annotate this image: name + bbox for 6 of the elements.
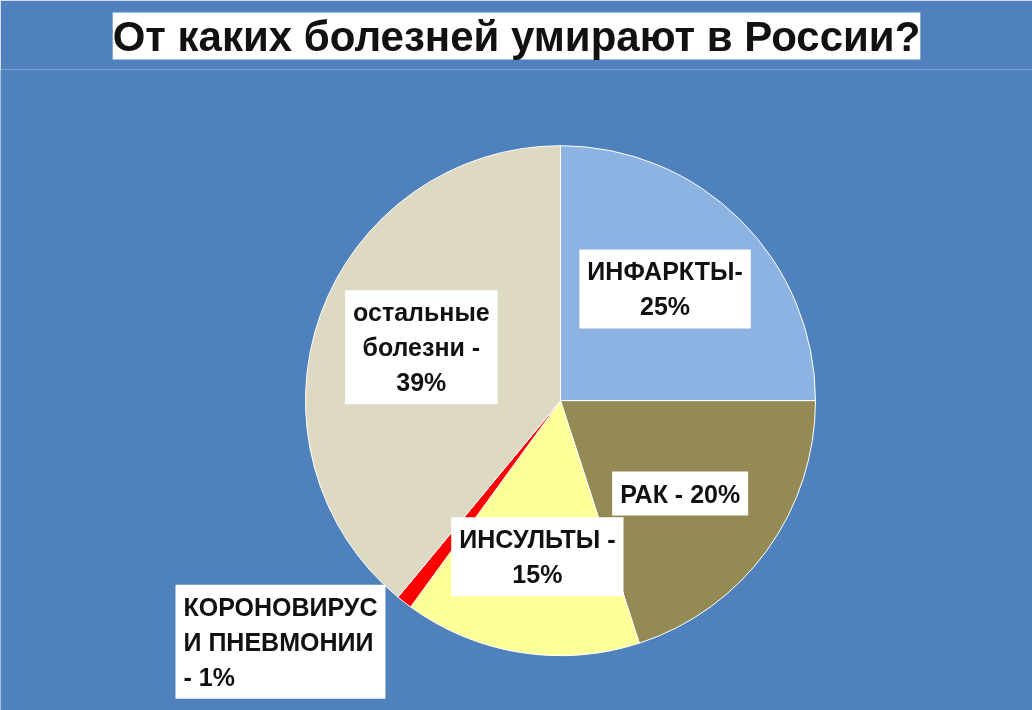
slice-label: КОРОНОВИРУС И ПНЕВМОНИИ - 1% (183, 592, 378, 691)
slice-label: остальные болезни - 39% (353, 298, 490, 397)
chart-title: От каких болезней умирают в России? (112, 12, 921, 60)
slice-label: ИНФАРКТЫ- 25% (587, 257, 743, 321)
slice-label: РАК - 20% (620, 479, 741, 508)
slice-label: ИНСУЛЬТЫ - 15% (459, 525, 616, 589)
